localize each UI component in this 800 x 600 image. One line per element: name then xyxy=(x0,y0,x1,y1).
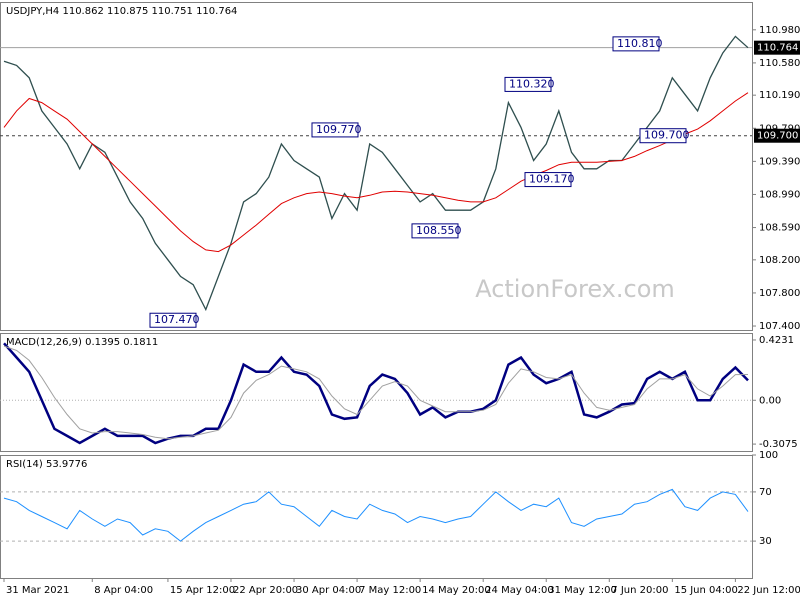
x-tick-label: 31 Mar 2021 xyxy=(6,585,69,596)
annotation-label: 107.470 xyxy=(154,313,200,326)
annotation-label: 109.770 xyxy=(316,123,362,136)
annotation-label: 109.700 xyxy=(644,129,690,142)
panel-title: USDJPY,H4 110.862 110.875 110.751 110.76… xyxy=(6,6,237,17)
series-line xyxy=(3,92,749,253)
annotation-label: 110.810 xyxy=(617,37,663,50)
price-label-box xyxy=(754,128,800,143)
x-tick-label: 31 May 12:00 xyxy=(548,585,617,596)
watermark: ActionForex.com xyxy=(475,275,675,303)
y-tick-label: 0.00 xyxy=(759,395,781,406)
x-tick-label: 15 Jun 04:00 xyxy=(674,585,738,596)
panel-title: MACD(12,26,9) 0.1395 0.1811 xyxy=(6,337,158,348)
y-tick-label: 108.590 xyxy=(759,223,800,234)
annotation-box xyxy=(411,223,459,239)
price-label: 110.764 xyxy=(757,43,798,54)
y-tick-label: 110.190 xyxy=(759,90,800,101)
x-tick-label: 7 May 12:00 xyxy=(359,585,421,596)
series-line xyxy=(3,35,749,312)
panel-frame xyxy=(0,455,753,579)
annotation-box xyxy=(524,172,572,188)
annotation-label: 110.320 xyxy=(509,77,555,90)
y-tick-label: 108.200 xyxy=(759,255,800,266)
series-line xyxy=(3,345,749,440)
price-label-box xyxy=(754,40,800,55)
y-tick-label: 109.390 xyxy=(759,156,800,167)
y-tick-label: 70 xyxy=(759,487,772,498)
annotation-box xyxy=(311,122,359,138)
annotation-label: 109.170 xyxy=(529,173,575,186)
annotation-box xyxy=(504,76,552,92)
y-tick-label: 107.400 xyxy=(759,321,800,332)
y-tick-label: -0.3075 xyxy=(759,439,798,450)
annotation-box xyxy=(639,128,687,144)
x-tick-label: 15 Apr 12:00 xyxy=(170,585,235,596)
x-tick-label: 14 May 20:00 xyxy=(422,585,491,596)
x-tick-label: 22 Apr 20:00 xyxy=(233,585,298,596)
x-tick-label: 22 Jun 12:00 xyxy=(737,585,800,596)
y-tick-label: 0.4231 xyxy=(759,335,794,346)
x-tick-label: 7 Jun 20:00 xyxy=(611,585,668,596)
x-tick-label: 24 May 04:00 xyxy=(485,585,554,596)
annotation-label: 108.550 xyxy=(416,224,462,237)
y-tick-label: 100 xyxy=(759,450,778,461)
panel-title: RSI(14) 53.9776 xyxy=(6,459,87,470)
x-tick-label: 30 Apr 04:00 xyxy=(296,585,361,596)
y-tick-label: 110.580 xyxy=(759,58,800,69)
y-tick-label: 30 xyxy=(759,536,772,547)
price-label: 109.700 xyxy=(757,131,798,142)
annotation-box xyxy=(612,36,660,52)
y-tick-label: 108.990 xyxy=(759,189,800,200)
y-tick-label: 107.800 xyxy=(759,288,800,299)
panel-frame xyxy=(0,2,753,331)
annotation-box xyxy=(149,312,197,328)
series-line xyxy=(3,488,749,542)
x-tick-label: 8 Apr 04:00 xyxy=(94,585,153,596)
y-tick-label: 110.980 xyxy=(759,25,800,36)
series-line xyxy=(3,342,749,445)
panel-frame xyxy=(0,333,753,452)
